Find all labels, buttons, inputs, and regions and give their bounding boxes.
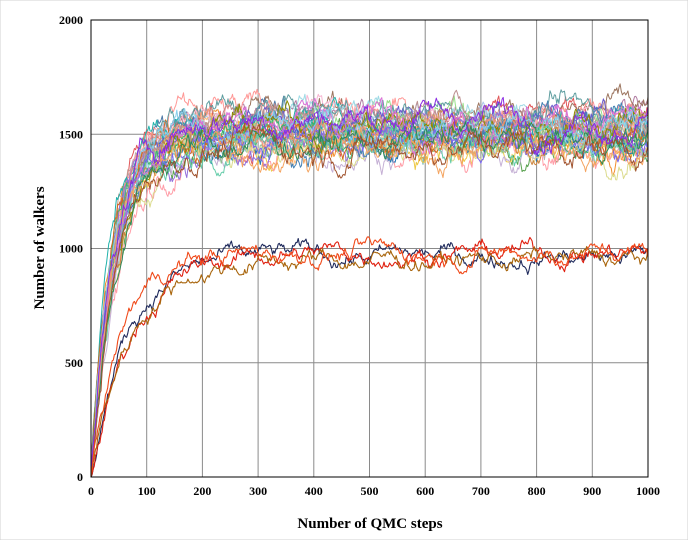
y-tick-label: 2000 xyxy=(59,13,83,27)
x-tick-label: 300 xyxy=(249,484,267,498)
series-group xyxy=(90,83,649,478)
y-tick-label: 500 xyxy=(65,356,83,370)
x-tick-label: 500 xyxy=(361,484,379,498)
series-line xyxy=(90,121,649,476)
x-tick-label: 200 xyxy=(193,484,211,498)
x-tick-label: 400 xyxy=(305,484,323,498)
series-line xyxy=(90,124,649,478)
y-tick-label: 1500 xyxy=(59,127,83,141)
plot-area-border xyxy=(90,19,649,478)
x-tick-label: 700 xyxy=(472,484,490,498)
y-tick-label: 1000 xyxy=(59,242,83,256)
x-axis-title: Number of QMC steps xyxy=(297,516,442,532)
series-line xyxy=(90,118,649,473)
y-tick-labels: 0 500 1000 1500 2000 xyxy=(59,13,83,484)
x-tick-label: 1000 xyxy=(636,484,660,498)
y-axis-title: Number of walkers xyxy=(32,186,48,309)
series-line xyxy=(90,236,649,478)
x-tick-labels: 0 100 200 300 400 500 600 700 800 900 1000 xyxy=(88,484,660,498)
series-line xyxy=(90,96,649,472)
x-tick-label: 100 xyxy=(138,484,156,498)
y-tick-label: 0 xyxy=(77,470,83,484)
x-tick-label: 800 xyxy=(528,484,546,498)
x-tick-label: 0 xyxy=(88,484,94,498)
series-line xyxy=(90,106,649,478)
x-tick-label: 900 xyxy=(583,484,601,498)
x-tick-label: 600 xyxy=(416,484,434,498)
series-line xyxy=(90,245,649,478)
series-line xyxy=(90,236,649,476)
